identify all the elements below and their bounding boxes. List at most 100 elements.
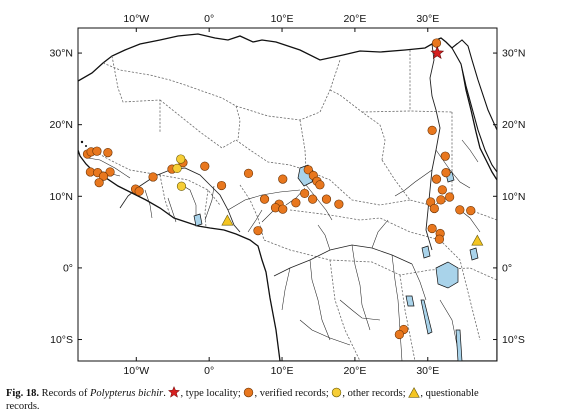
country-borders (91, 50, 497, 361)
lon-label-top: 10°E (271, 13, 294, 25)
verified-record-marker (300, 188, 310, 199)
verified-record-marker (278, 174, 288, 184)
verified-record-marker (291, 198, 301, 208)
lat-label-left: 10°N (50, 191, 73, 203)
lake-victoria (435, 261, 459, 289)
border-line (381, 159, 453, 206)
river-line (247, 209, 263, 233)
lat-label-right: 30°N (502, 48, 525, 60)
verified-record-marker (431, 38, 442, 48)
caption-intro: Records of (41, 388, 88, 399)
caption-line2: records. (6, 400, 40, 412)
axis-labels: 10°W 10°W 0° 0° 10°E 10°E 20°E 20°E 30°E 30°E 30°N… (50, 13, 526, 377)
verified-record-marker (394, 329, 404, 340)
river-line (339, 299, 381, 321)
lat-label-left: 0° (63, 262, 73, 274)
border-line (399, 274, 416, 361)
river-line (204, 185, 215, 221)
verified-record-marker (321, 194, 332, 204)
river-benue (227, 189, 301, 211)
lakes (193, 164, 479, 361)
river-line (87, 157, 131, 179)
lat-label-right: 0° (502, 262, 512, 274)
verified-record-marker (253, 226, 263, 236)
lon-label-top: 30°E (416, 13, 439, 25)
map-body (78, 28, 497, 361)
island-marker (80, 140, 84, 144)
lon-label-bottom: 30°E (416, 365, 439, 377)
verified-record-marker (315, 180, 325, 190)
lon-label-bottom: 0° (204, 365, 214, 377)
caption-type-label: , type locality; (180, 388, 241, 399)
other-record-marker (172, 163, 182, 173)
lon-label-bottom: 20°E (343, 365, 366, 377)
lake-volta (193, 213, 203, 227)
axis-ticks (78, 28, 497, 361)
border-line (299, 119, 307, 171)
verified-record-marker (429, 203, 439, 214)
verified-record-marker (259, 194, 270, 204)
species-name: Polypterus bichir (90, 388, 164, 399)
verified-record-marker (434, 234, 445, 244)
lat-label-left: 30°N (50, 48, 73, 60)
verified-record-marker (216, 180, 227, 191)
island-marker (85, 145, 87, 147)
questionable-record-marker (221, 214, 234, 226)
verified-record-marker (148, 172, 158, 182)
verified-record-marker (303, 165, 313, 175)
other-record-marker (176, 181, 187, 191)
caption-verified-label: , verified records; (254, 388, 329, 399)
verified-record-marker (334, 199, 344, 209)
border-line (111, 55, 161, 132)
caption-sep: . (163, 388, 169, 399)
river-congo (273, 244, 413, 277)
border-line (361, 110, 453, 113)
river-line (309, 259, 331, 341)
lon-label-bottom: 10°W (123, 365, 149, 377)
verified-record-marker (427, 223, 437, 234)
distribution-map: 10°W 10°W 0° 0° 10°E 10°E 20°E 20°E 30°E 30°E 30°N… (50, 13, 526, 377)
verified-record-marker (243, 168, 254, 178)
type-locality-star-icon (168, 386, 181, 398)
verified-record-marker (436, 195, 446, 205)
verified-record-marker (441, 168, 451, 178)
other-circle-icon (332, 387, 342, 398)
river-line (351, 244, 371, 331)
verified-record-marker (445, 192, 455, 202)
river-line (411, 263, 427, 301)
lake-malawi (455, 329, 463, 361)
border-line (289, 209, 441, 241)
river-line (461, 139, 479, 163)
lake-tanganyika (420, 299, 433, 335)
border-line (239, 184, 265, 241)
verified-record-marker (308, 194, 318, 204)
questionable-triangle-icon (408, 387, 421, 398)
verified-record-marker (427, 125, 437, 136)
border-line (263, 239, 497, 281)
lake-turkana (469, 247, 479, 261)
lat-label-left: 10°S (50, 334, 73, 346)
river-line (301, 179, 333, 221)
figure-caption: Fig. 18. Records of Polypterus bichir. ,… (6, 386, 574, 413)
river-line (299, 319, 351, 346)
river-line (391, 254, 403, 361)
verified-record-marker (92, 146, 102, 156)
lon-label-top: 20°E (343, 13, 366, 25)
border-line (159, 99, 237, 149)
other-record-marker (176, 154, 186, 164)
lon-label-top: 0° (204, 13, 214, 25)
lon-label-top: 10°W (123, 13, 149, 25)
red-sea (451, 39, 497, 173)
type-locality-marker (430, 45, 445, 59)
river-line (144, 189, 153, 219)
record-markers (82, 38, 484, 340)
river-line (281, 267, 291, 311)
verified-record-marker (98, 171, 109, 181)
river-line (371, 219, 389, 249)
border-line (329, 89, 386, 161)
border-line (159, 174, 171, 216)
verified-record-marker (466, 206, 476, 216)
border-line (329, 259, 361, 361)
map-figure: 10°W 10°W 0° 0° 10°E 10°E 20°E 20°E 30°E 30°E 30°N… (50, 13, 526, 377)
river-line (394, 169, 433, 197)
